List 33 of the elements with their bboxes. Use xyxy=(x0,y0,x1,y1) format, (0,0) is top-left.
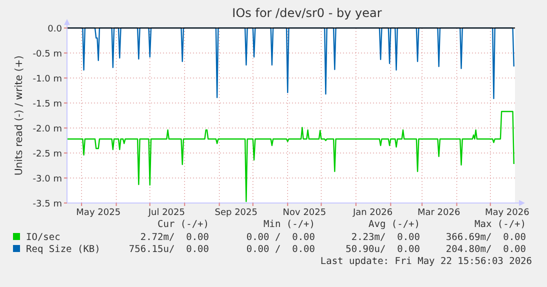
x-tick-label: May 2026 xyxy=(484,208,530,218)
y-tick-label: -0.5 m xyxy=(32,50,62,60)
x-tick-label: Jan 2026 xyxy=(352,208,393,218)
x-tick-label: Jul 2025 xyxy=(147,208,185,218)
text: 2.72m/ 0.00 xyxy=(140,232,210,243)
text: 756.15u/ 0.00 xyxy=(128,244,210,255)
x-tick-label: Nov 2025 xyxy=(282,208,326,218)
text: Last update: Fri May 22 15:56:03 2026 xyxy=(320,256,532,267)
y-tick-label: -1.5 m xyxy=(32,100,62,110)
y-tick-label: -2.0 m xyxy=(32,124,62,134)
x-tick-label: Sep 2025 xyxy=(214,208,258,218)
text: Max (-/+) xyxy=(474,219,526,230)
text: Min (-/+) xyxy=(264,219,315,230)
text: 2.23m/ 0.00 xyxy=(351,232,420,243)
y-tick-label: -3.5 m xyxy=(32,200,62,210)
x-tick-label: Mar 2026 xyxy=(417,208,460,218)
legend-label: Req Size (KB) xyxy=(26,244,100,255)
y-axis-title: Units read (-) / write (+) xyxy=(14,55,25,176)
text: 204.80m/ 0.00 xyxy=(446,244,526,255)
y-tick-label: -2.5 m xyxy=(32,150,62,160)
line-series xyxy=(66,110,514,202)
chart-title: IOs for /dev/sr0 - by year xyxy=(232,6,382,20)
text: 0.00 / 0.00 xyxy=(246,244,316,255)
text: 366.69m/ 0.00 xyxy=(446,232,526,243)
legend-label: IO/sec xyxy=(26,232,60,243)
text: Avg (-/+) xyxy=(368,219,420,230)
x-tick-label: May 2025 xyxy=(76,208,121,218)
y-tick-label: -1.0 m xyxy=(32,74,62,84)
text: 0.00 / 0.00 xyxy=(246,232,316,243)
y-tick-label: 0.0 xyxy=(48,24,62,34)
text: 50.90u/ 0.00 xyxy=(346,244,420,255)
text: Cur (-/+) xyxy=(158,219,209,230)
y-tick-label: -3.0 m xyxy=(32,174,62,184)
